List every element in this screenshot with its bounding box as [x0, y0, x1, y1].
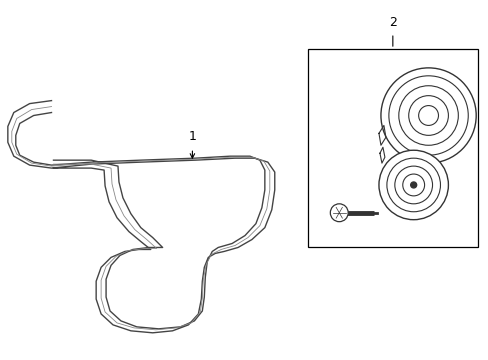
Text: 2: 2 [388, 16, 396, 29]
Circle shape [380, 68, 475, 163]
Circle shape [388, 76, 468, 155]
Circle shape [330, 204, 347, 222]
Circle shape [386, 158, 440, 212]
Circle shape [378, 150, 447, 220]
Circle shape [410, 182, 416, 188]
Circle shape [394, 166, 432, 204]
Circle shape [398, 86, 457, 145]
Bar [307, 49, 477, 247]
Circle shape [402, 174, 424, 196]
Text: 1: 1 [188, 130, 196, 143]
Text: 3: 3 [346, 175, 354, 188]
Circle shape [408, 96, 447, 135]
Circle shape [418, 105, 438, 125]
